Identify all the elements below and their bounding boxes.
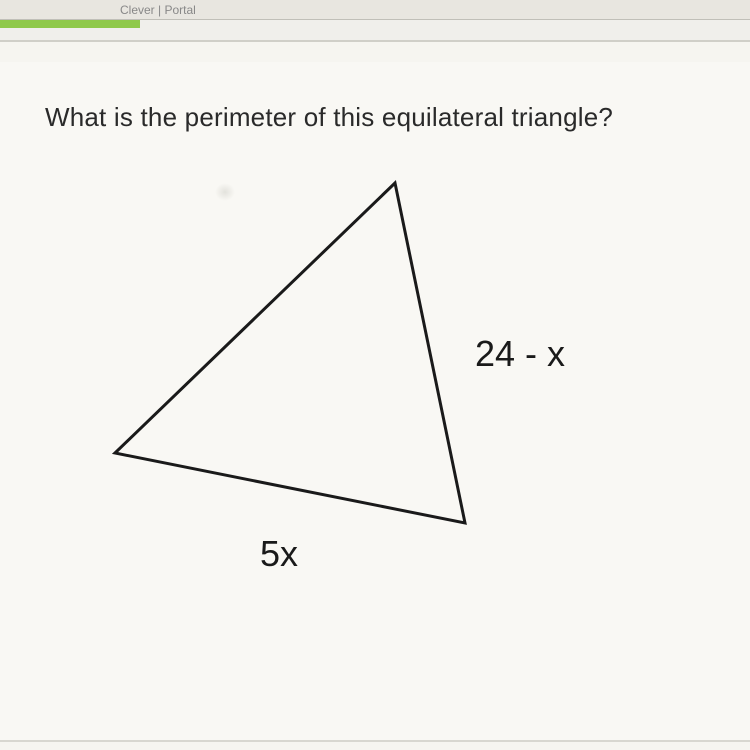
browser-top-bar: Clever | Portal: [0, 0, 750, 20]
triangle-svg: [85, 173, 685, 593]
side-label-bottom: 5x: [260, 533, 298, 575]
green-accent-strip: [0, 20, 140, 28]
triangle-diagram: 24 - x 5x: [85, 173, 685, 593]
question-card: What is the perimeter of this equilatera…: [0, 62, 750, 742]
side-label-right: 24 - x: [475, 333, 565, 375]
question-text: What is the perimeter of this equilatera…: [45, 102, 720, 133]
content-area: What is the perimeter of this equilatera…: [0, 40, 750, 750]
tab-title-fragment: Clever | Portal: [40, 3, 196, 17]
triangle-shape: [115, 183, 465, 523]
